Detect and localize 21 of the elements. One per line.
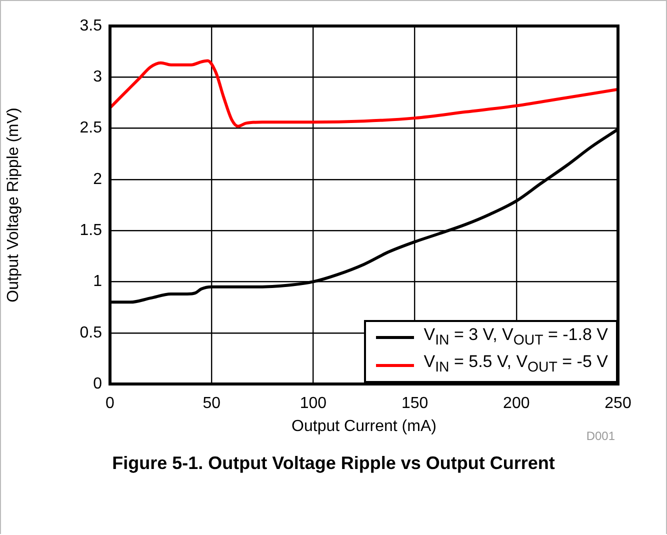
- x-tick-label: 200: [503, 395, 530, 412]
- y-tick-label: 2.5: [80, 120, 102, 137]
- text: Figure 5-1. Output Voltage Ripple vs Output Current: [111, 453, 556, 474]
- x-tick-label: 0: [106, 395, 115, 412]
- x-tick-label: 150: [401, 395, 428, 412]
- x-axis-title: Output Current (mA): [292, 418, 436, 435]
- x-tick-label: 100: [300, 395, 327, 412]
- y-axis-title: Output Voltage Ripple (mV): [5, 108, 22, 302]
- line-series: [110, 59, 618, 128]
- legend-label: V$_{IN}$ = 5.5 V, V$_{OUT}$ = -5 V: [424, 351, 608, 378]
- y-tick-label: 0.5: [80, 324, 102, 342]
- legend-label: V$_{IN}$ = 3 V, V$_{OUT}$ = -1.8 V: [424, 324, 608, 350]
- y-tick-label: 1.5: [80, 222, 102, 239]
- y-tick-label: 2: [93, 170, 102, 188]
- y-tick-label: 3: [93, 68, 102, 86]
- text: D001: [586, 429, 615, 443]
- y-tick-label: 3.5: [80, 17, 102, 34]
- y-tick-label: 0: [93, 375, 102, 392]
- x-tick-label: 250: [604, 395, 632, 412]
- y-tick-label: 1: [93, 273, 102, 290]
- x-tick-label: 50: [202, 395, 221, 412]
